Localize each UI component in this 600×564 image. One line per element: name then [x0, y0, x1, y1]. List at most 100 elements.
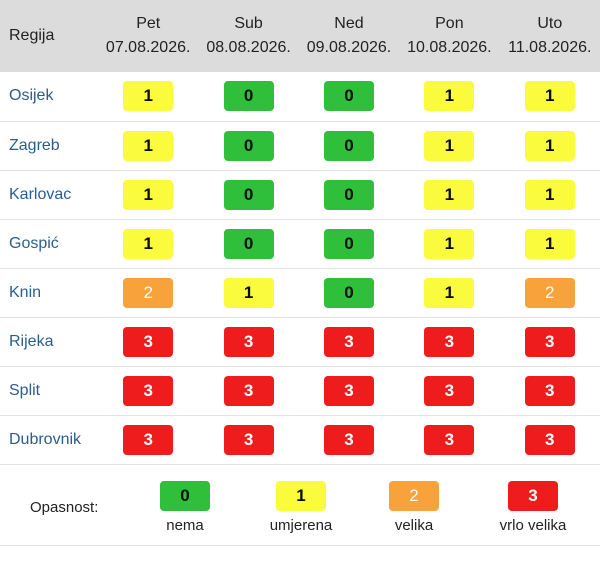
level-badge: 0	[323, 179, 374, 210]
level-cell: 3	[500, 317, 600, 366]
table-row: Karlovac 1 0 0 1 1	[0, 170, 600, 219]
level-cell: 1	[98, 170, 198, 219]
region-link[interactable]: Knin	[9, 283, 42, 301]
legend-item-none: 0 nema	[130, 481, 240, 534]
legend-title: Opasnost:	[30, 499, 99, 516]
legend-badge: 1	[276, 481, 326, 511]
level-badge: 1	[123, 228, 174, 259]
level-cell: 3	[399, 415, 499, 464]
level-badge: 2	[524, 277, 575, 308]
day-header: Ned 09.08.2026.	[299, 0, 399, 72]
level-cell: 0	[299, 170, 399, 219]
region-link[interactable]: Karlovac	[9, 185, 72, 203]
level-cell: 0	[299, 219, 399, 268]
level-cell: 3	[98, 317, 198, 366]
level-badge: 0	[223, 179, 274, 210]
day-name: Pet	[136, 15, 161, 32]
level-cell: 0	[299, 72, 399, 121]
level-cell: 1	[399, 121, 499, 170]
level-cell: 1	[500, 170, 600, 219]
level-cell: 1	[500, 121, 600, 170]
level-badge: 0	[323, 81, 374, 112]
region-link[interactable]: Rijeka	[9, 332, 54, 350]
level-badge: 1	[123, 130, 174, 161]
level-badge: 0	[323, 130, 374, 161]
level-cell: 1	[98, 121, 198, 170]
region-link[interactable]: Zagreb	[9, 136, 60, 154]
level-badge: 3	[223, 326, 274, 357]
level-cell: 3	[500, 366, 600, 415]
level-cell: 3	[299, 366, 399, 415]
level-badge: 3	[323, 424, 374, 455]
legend-label: velika	[394, 517, 434, 534]
day-date: 09.08.2026.	[306, 39, 392, 56]
level-badge: 3	[123, 424, 174, 455]
level-badge: 2	[123, 277, 174, 308]
level-badge: 1	[123, 179, 174, 210]
level-cell: 3	[399, 317, 499, 366]
level-cell: 0	[198, 219, 298, 268]
day-name: Ned	[334, 15, 364, 32]
legend-label: nema	[166, 517, 204, 534]
region-link[interactable]: Split	[9, 381, 41, 399]
level-cell: 3	[299, 415, 399, 464]
level-badge: 3	[424, 326, 475, 357]
level-cell: 1	[98, 72, 198, 121]
day-header: Pon 10.08.2026.	[399, 0, 499, 72]
level-cell: 0	[198, 170, 298, 219]
level-badge: 1	[424, 81, 475, 112]
level-cell: 2	[500, 268, 600, 317]
level-badge: 0	[323, 277, 374, 308]
level-cell: 3	[399, 366, 499, 415]
legend-item-moderate: 1 umjerena	[246, 481, 356, 534]
day-name: Sub	[234, 15, 263, 32]
table-row: Zagreb 1 0 0 1 1	[0, 121, 600, 170]
table-row: Gospić 1 0 0 1 1	[0, 219, 600, 268]
level-cell: 1	[399, 170, 499, 219]
level-badge: 1	[123, 81, 174, 112]
day-header: Uto 11.08.2026.	[500, 0, 600, 72]
level-badge: 3	[424, 375, 475, 406]
level-cell: 3	[299, 317, 399, 366]
level-cell: 1	[500, 72, 600, 121]
level-badge: 3	[223, 375, 274, 406]
level-badge: 1	[424, 228, 475, 259]
region-link[interactable]: Dubrovnik	[9, 430, 82, 448]
level-badge: 3	[223, 424, 274, 455]
table-row: Rijeka 3 3 3 3 3	[0, 317, 600, 366]
legend-label: vrlo velika	[499, 517, 567, 534]
region-column-header: Regija	[9, 27, 55, 44]
legend-badge: 0	[160, 481, 210, 511]
level-cell: 1	[198, 268, 298, 317]
day-date: 11.08.2026.	[508, 39, 592, 56]
level-badge: 3	[123, 326, 174, 357]
header-row: Regija Pet 07.08.2026. Sub 08.08.2026. Ned…	[0, 0, 600, 72]
table-row: Split 3 3 3 3 3	[0, 366, 600, 415]
level-cell: 3	[198, 317, 298, 366]
level-cell: 3	[198, 366, 298, 415]
level-badge: 3	[123, 375, 174, 406]
table-row: Osijek 1 0 0 1 1	[0, 72, 600, 121]
level-cell: 3	[98, 366, 198, 415]
level-cell: 3	[500, 415, 600, 464]
day-date: 10.08.2026.	[407, 39, 492, 56]
legend-item-high: 2 velika	[359, 481, 469, 534]
level-badge: 0	[223, 81, 274, 112]
level-badge: 1	[524, 130, 575, 161]
level-badge: 1	[524, 81, 575, 112]
level-badge: 1	[524, 228, 575, 259]
level-cell: 0	[198, 121, 298, 170]
level-badge: 3	[524, 375, 575, 406]
level-cell: 1	[399, 72, 499, 121]
table-row: Knin 2 1 0 1 2	[0, 268, 600, 317]
region-link[interactable]: Osijek	[9, 87, 54, 105]
level-cell: 1	[399, 219, 499, 268]
day-header: Pet 07.08.2026.	[98, 0, 198, 72]
region-link[interactable]: Gospić	[9, 234, 59, 252]
day-name: Pon	[435, 15, 464, 32]
level-badge: 1	[424, 179, 475, 210]
level-badge: 1	[223, 277, 274, 308]
level-badge: 1	[424, 277, 475, 308]
level-badge: 3	[323, 326, 374, 357]
legend-badge: 3	[508, 481, 558, 511]
